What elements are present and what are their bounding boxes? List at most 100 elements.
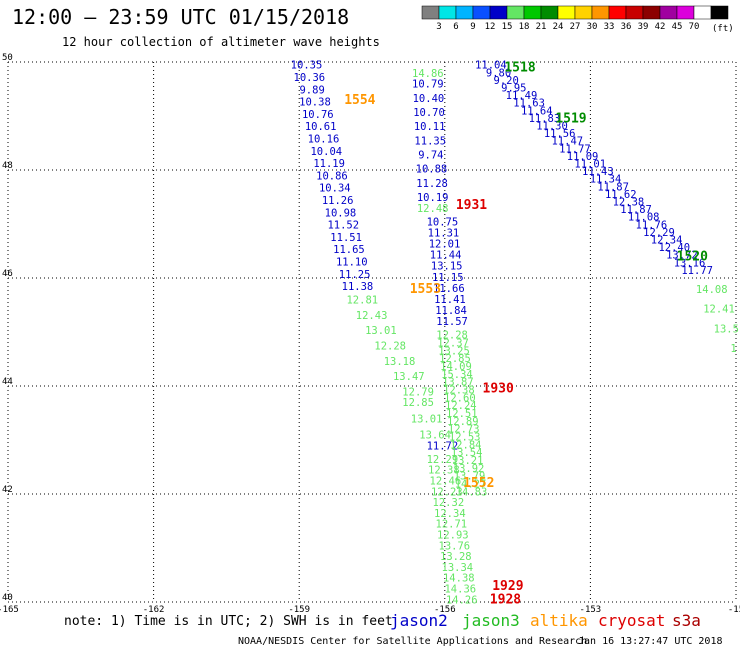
satellite-legend: jason2 jason3 altika cryosat s3a (390, 611, 701, 630)
colorbar-tick-label: 3 (436, 22, 441, 32)
colorbar-swatch (455, 5, 474, 20)
x-tick-label: -165 (0, 605, 19, 615)
wave-height-point: 13.34 (442, 562, 474, 574)
colorbar-swatch (591, 5, 610, 20)
wave-height-point: 12.73 (448, 424, 480, 436)
colorbar-swatch (421, 5, 440, 20)
wave-height-point: 11.19 (313, 158, 345, 170)
wave-height-point: 11.66 (433, 283, 465, 295)
wave-height-point: 11.43 (582, 166, 614, 178)
colorbar-tick-label: 33 (604, 22, 615, 32)
pass-time-label: 1928 (490, 592, 521, 607)
wave-height-point: 12.38 (428, 465, 460, 477)
wave-height-point: 10.98 (325, 207, 357, 219)
wave-height-point: 11.15 (432, 272, 464, 284)
wave-height-point: 13.21 (452, 455, 484, 467)
x-tick-label: -153 (580, 605, 602, 615)
pass-time-label: 1929 (492, 579, 523, 594)
colorbar-legend: 3 6 9 12 15 18 21 24 27 30 33 36 39 42 45 70 (421, 5, 729, 32)
colorbar-swatch (506, 5, 525, 20)
wave-height-point: 11.38 (342, 281, 374, 293)
wave-height-point: 10.38 (299, 97, 331, 109)
wave-height-point: 14.09 (440, 361, 472, 373)
wave-height-point: 13.54 (451, 447, 483, 459)
wave-height-point: 11.87 (597, 181, 629, 193)
satellite-legend-entry: s3a (672, 611, 701, 630)
wave-height-point: 12.81 (346, 295, 378, 307)
wave-height-point: 12.23 (431, 486, 463, 498)
satellite-tracks: 10.3510.369.8910.3810.7610.6110.1610.041… (291, 60, 739, 607)
y-tick-label: 48 (2, 161, 13, 171)
wave-height-point: 11.84 (435, 305, 467, 317)
wave-height-point: 12.41 (703, 304, 735, 316)
wave-height-point: 14.08 (696, 284, 728, 296)
wave-height-point: 13.92 (453, 463, 485, 475)
wave-height-point: 11.41 (434, 294, 466, 306)
satellite-legend-entry: altika (530, 611, 588, 630)
chart-title: 12:00 – 23:59 UTC 01/15/2018 (12, 5, 349, 29)
wave-height-point: 12.60 (444, 392, 476, 404)
colorbar-tick-label: 27 (570, 22, 581, 32)
footer-credit: NOAA/NESDIS Center for Satellite Applica… (238, 636, 587, 647)
wave-height-point: 12.53 (449, 431, 481, 443)
wave-height-point: 13.25 (438, 345, 470, 357)
wave-height-point: 10.34 (319, 183, 351, 195)
wave-height-point: 12.34 (434, 508, 466, 520)
colorbar-swatch (523, 5, 542, 20)
wave-height-point: 10.16 (308, 134, 340, 146)
wave-height-point: 11.65 (333, 244, 365, 256)
wave-height-point: 14.83 (456, 486, 488, 498)
colorbar-tick-label: 39 (638, 22, 649, 32)
wave-height-point: 12.85 (402, 397, 434, 409)
wave-height-point: 10.36 (294, 72, 326, 84)
colorbar-unit: (ft) (712, 24, 734, 34)
wave-height-point: 12.48 (417, 203, 449, 215)
wave-height-point: 9.74 (418, 149, 443, 161)
wave-height-point: 10.35 (291, 60, 323, 72)
colorbar-swatch (625, 5, 644, 20)
wave-height-point: 13.01 (365, 325, 397, 337)
wave-height-point: 11.49 (506, 90, 538, 102)
wave-height-point: 12.71 (436, 519, 468, 531)
wave-height-point: 14.36 (444, 584, 476, 596)
wave-height-point: 1 (730, 343, 736, 355)
footer-note: note: 1) Time is in UTC; 2) SWH is in fe… (64, 614, 393, 629)
wave-height-point: 12.32 (433, 497, 465, 509)
wave-height-point: 10.04 (310, 146, 342, 158)
wave-height-point: 15.34 (441, 369, 473, 381)
wave-height-point: 13.16 (674, 257, 706, 269)
wave-height-point: 11.04 (475, 60, 507, 72)
colorbar-tick-label: 6 (453, 22, 458, 32)
wave-height-point: 10.88 (416, 164, 448, 176)
wave-height-point: 11.87 (620, 204, 652, 216)
pass-time-label: 1520 (677, 249, 708, 264)
wave-height-point: 12.38 (443, 385, 475, 397)
wave-height-point: 10.61 (305, 121, 337, 133)
footer-timestamp: Jan 16 13:27:47 UTC 2018 (578, 636, 723, 647)
wave-height-point: 11.63 (513, 98, 545, 110)
wave-height-point: 13.5 (714, 323, 739, 335)
pass-time-label: 1553 (410, 282, 441, 297)
wave-height-point: 10.75 (427, 216, 459, 228)
pass-time-label: 1519 (555, 112, 586, 127)
wave-height-point: 11.83 (529, 113, 561, 125)
wave-height-point: 11.51 (330, 232, 362, 244)
x-tick-label: -159 (288, 605, 310, 615)
x-tick-label: -162 (143, 605, 165, 615)
wave-height-point: 10.86 (316, 170, 348, 182)
wave-height-point: 11.64 (521, 105, 553, 117)
pass-time-label: 1931 (456, 198, 487, 213)
wave-height-point: 11.77 (681, 265, 713, 277)
pass-time-label: 1518 (504, 60, 535, 75)
x-tick-label: -15 (728, 605, 740, 615)
wave-height-point: 13.64 (419, 430, 451, 442)
colorbar-tick-label: 36 (621, 22, 632, 32)
wave-height-point: 11.76 (636, 219, 668, 231)
wave-height-point: 13.18 (384, 356, 416, 368)
colorbar-tick-label: 30 (587, 22, 598, 32)
wave-height-point: 11.28 (416, 178, 448, 190)
wave-height-point: 11.47 (551, 136, 583, 148)
wave-height-point: 11.62 (605, 189, 637, 201)
